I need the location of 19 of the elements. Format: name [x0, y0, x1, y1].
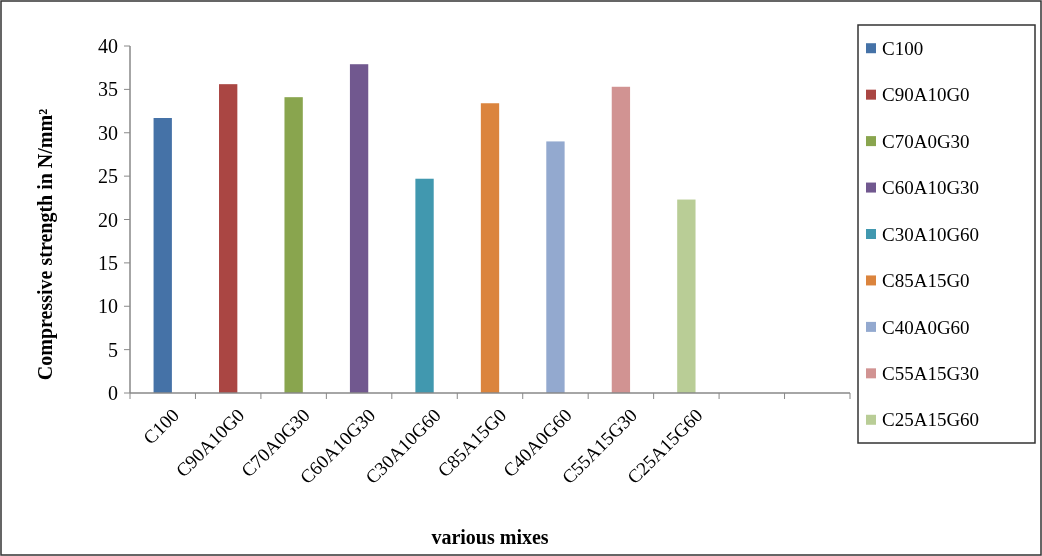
y-tick-label: 25: [98, 165, 118, 188]
y-axis-title: Compressive strength in N/mm²: [34, 108, 57, 381]
legend-label: C55A15G30: [882, 362, 980, 384]
legend-label: C85A15G0: [882, 270, 970, 292]
legend-label: C40A0G60: [882, 316, 970, 338]
y-tick-label: 10: [98, 295, 118, 318]
legend-label: C90A10G0: [882, 84, 970, 106]
legend-label: C30A10G60: [882, 223, 980, 245]
y-tick-label: 40: [98, 35, 118, 57]
legend-label: C70A0G30: [882, 130, 970, 152]
y-tick-label: 0: [108, 382, 118, 404]
y-tick-label: 30: [98, 121, 118, 144]
y-tick-label: 35: [98, 78, 118, 101]
legend-label: C100: [882, 37, 924, 59]
y-tick-label: 15: [98, 251, 118, 274]
x-axis-title: various mixes: [431, 526, 549, 548]
y-tick-label: 20: [98, 208, 118, 231]
y-tick-label: 5: [108, 338, 118, 361]
legend-label: C60A10G30: [882, 177, 980, 199]
